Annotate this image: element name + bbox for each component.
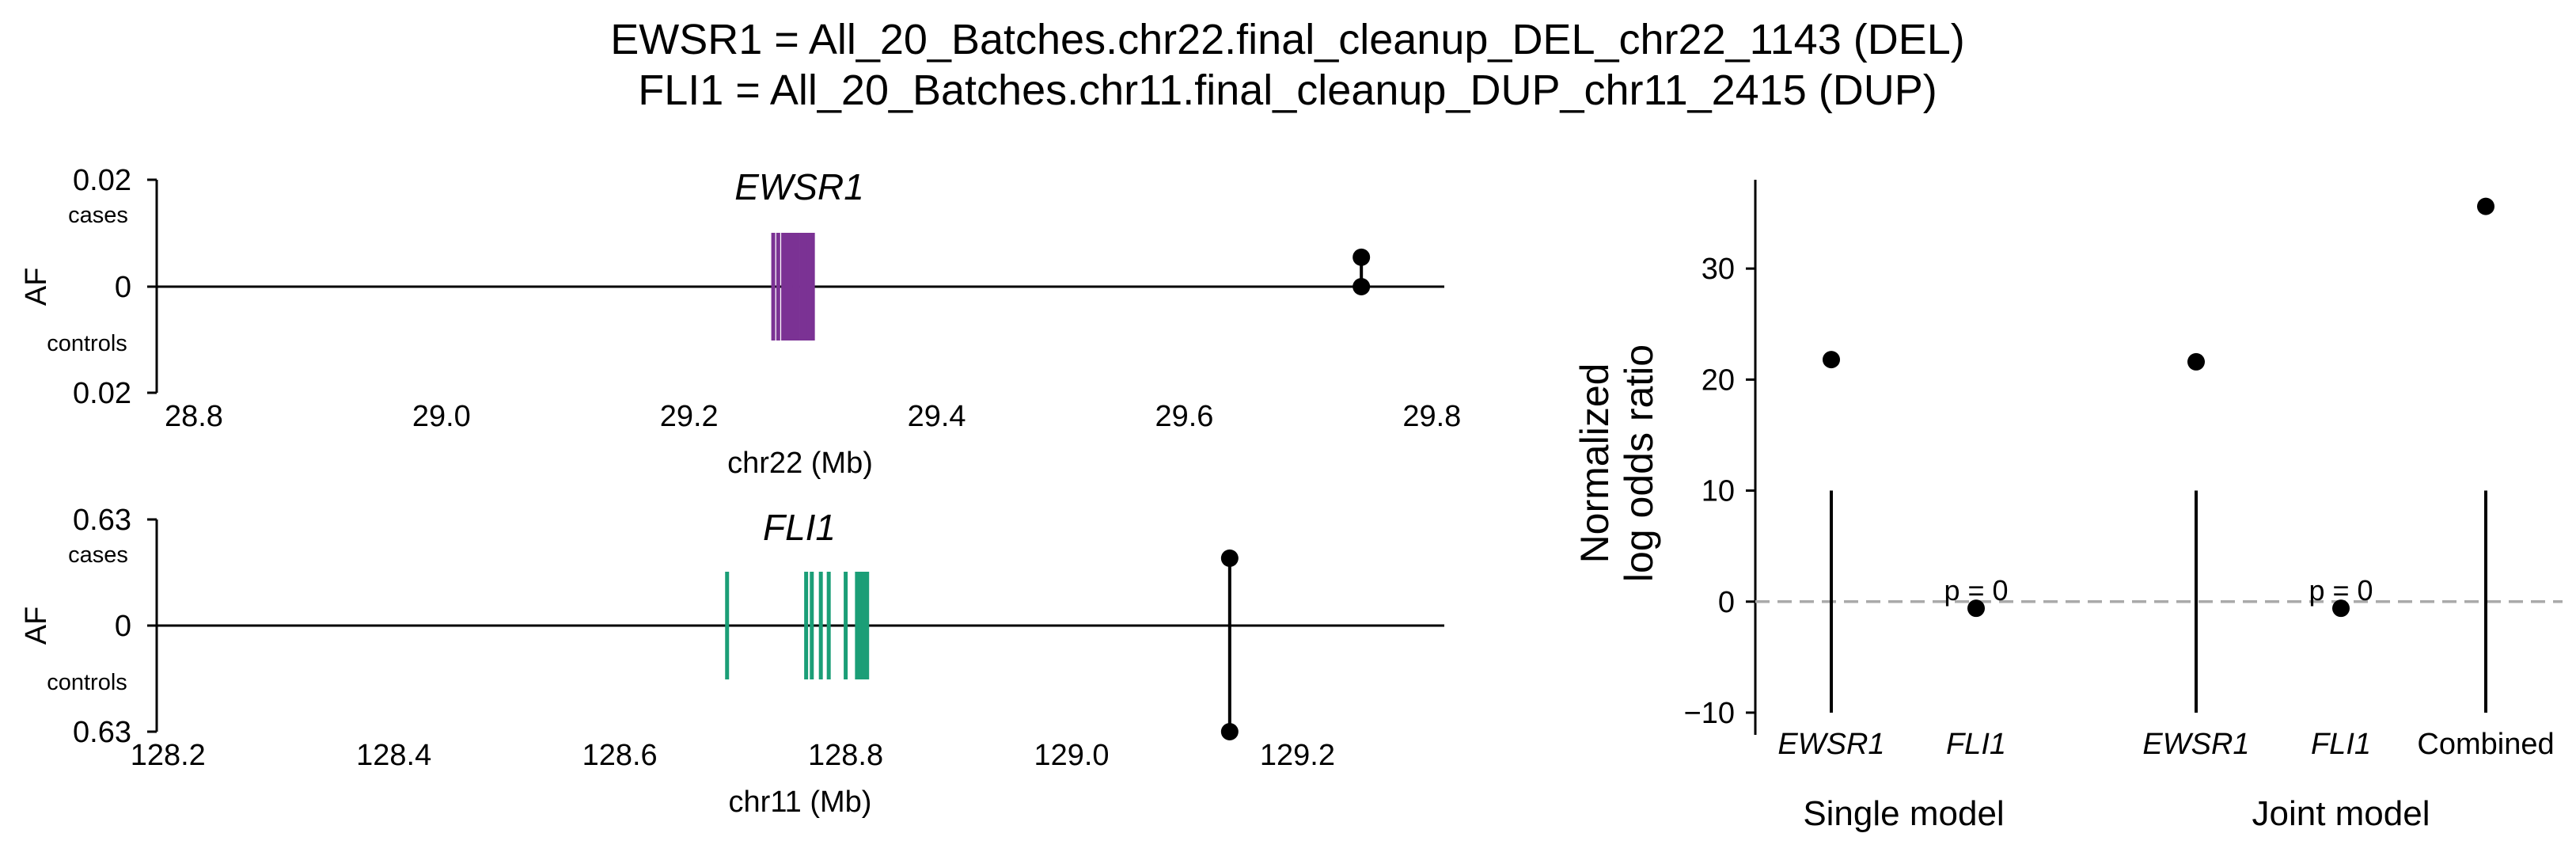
fli1-y-tick-label-top: 0.63: [73, 504, 131, 537]
scatter-y-tick-label: −10: [1684, 697, 1735, 730]
fli1-y-axis-label: AF: [20, 607, 53, 645]
figure-title-line1: EWSR1 = All_20_Batches.chr22.final_clean…: [610, 16, 1965, 63]
ewsr1-exon: [771, 233, 776, 340]
ewsr1-x-axis-label: chr22 (Mb): [727, 447, 873, 480]
scatter-y-tick-label: 30: [1702, 253, 1735, 286]
ewsr1-y-axis-label: AF: [20, 268, 53, 306]
ewsr1-x-tick-label: 28.8: [165, 400, 223, 433]
scatter-category-label: EWSR1: [1777, 728, 1884, 761]
fli1-x-tick-label: 128.2: [131, 739, 206, 772]
scatter-point: [1967, 599, 1985, 618]
fli1-gene-title: FLI1: [763, 507, 836, 548]
scatter-group-labels: Single model Joint model: [1803, 794, 2430, 833]
figure-title-line2: FLI1 = All_20_Batches.chr11.final_cleanu…: [638, 67, 1937, 114]
scatter-y-tick-label: 20: [1702, 363, 1735, 397]
scatter-category-label: FLI1: [1946, 728, 2006, 761]
ewsr1-y-tick-label-top: 0.02: [73, 164, 131, 197]
fli1-exon: [818, 572, 823, 679]
fli1-exon: [865, 572, 870, 679]
fli1-x-axis-label: chr11 (Mb): [729, 786, 872, 819]
ewsr1-exon: [803, 233, 808, 340]
fli1-x-tick-label: 128.6: [582, 739, 658, 772]
scatter-y-label-line1: Normalized: [1573, 363, 1617, 564]
ewsr1-variant-lollipop: [1352, 248, 1371, 295]
fli1-x-tick-label: 129.0: [1034, 739, 1109, 772]
fli1-x-tick-label: 128.4: [356, 739, 431, 772]
ewsr1-x-axis-ticks: 28.8 29.0 29.2 29.4 29.6 29.8: [165, 400, 1461, 433]
scatter-y-label-line2: log odds ratio: [1617, 344, 1661, 582]
ewsr1-x-tick-label: 29.6: [1155, 400, 1213, 433]
ewsr1-exon: [799, 233, 804, 340]
scatter-point: [2477, 197, 2494, 215]
p-value-annotation: p = 0: [1944, 574, 2008, 607]
ewsr1-exon: [792, 233, 797, 340]
ewsr1-y-tick-label-bottom: 0.02: [73, 377, 131, 410]
ewsr1-controls-label: controls: [47, 331, 127, 356]
fli1-exon: [844, 572, 848, 679]
scatter-point: [2187, 352, 2205, 371]
scatter-group-label: Joint model: [2252, 794, 2430, 833]
scatter-category-labels: EWSR1 FLI1 EWSR1 FLI1 Combined: [1777, 728, 2554, 761]
fli1-exon: [810, 572, 814, 679]
fli1-y-tick-label-mid: 0: [115, 610, 131, 643]
scatter-group-label: Single model: [1803, 794, 2004, 833]
scatter-y-tick-label: 0: [1718, 586, 1735, 619]
scatter-point: [2332, 599, 2350, 618]
fli1-locus-panel: FLI1 0.63 0 0.63 cases controls AF 128.2…: [20, 504, 1444, 819]
ewsr1-locus-panel: EWSR1 0.02 0 0.02 cases controls AF 28.8…: [20, 164, 1461, 480]
p-value-annotation: p = 0: [2309, 574, 2373, 607]
ewsr1-exon: [788, 233, 793, 340]
ewsr1-variant-control-point: [1352, 278, 1371, 295]
fli1-variant-case-point: [1220, 549, 1239, 567]
ewsr1-cases-label: cases: [68, 203, 128, 228]
scatter-category-label: EWSR1: [2142, 728, 2249, 761]
scatter-y-tick-label: 10: [1702, 475, 1735, 508]
scatter-marks: p = 0 p = 0: [1823, 197, 2494, 713]
fli1-exon: [855, 572, 859, 679]
fli1-y-tick-label-bottom: 0.63: [73, 716, 131, 749]
scatter-category-label: Combined: [2417, 728, 2554, 761]
ewsr1-exon: [781, 233, 786, 340]
scatter-y-axis-ticks: −10 0 10 20 30: [1684, 253, 1755, 730]
scatter-point: [1823, 351, 1840, 369]
fli1-exon: [804, 572, 809, 679]
ewsr1-x-tick-label: 29.4: [908, 400, 966, 433]
fli1-exon: [861, 572, 866, 679]
ewsr1-exon-group: [771, 233, 815, 340]
ewsr1-exon: [806, 233, 811, 340]
ewsr1-exon: [810, 233, 815, 340]
ewsr1-variant-case-point: [1352, 248, 1371, 266]
fli1-cases-label: cases: [68, 542, 128, 568]
ewsr1-exon: [784, 233, 789, 340]
ewsr1-exon: [795, 233, 800, 340]
fli1-variant-lollipop: [1220, 549, 1239, 740]
fli1-exon: [826, 572, 831, 679]
ewsr1-x-tick-label: 29.0: [412, 400, 471, 433]
log-odds-scatter-panel: Normalized log odds ratio −10 0 10 20 30 p =…: [1573, 180, 2563, 833]
fli1-exon-group: [725, 572, 870, 679]
fli1-controls-label: controls: [47, 670, 127, 695]
fli1-x-axis-ticks: 128.2 128.4 128.6 128.8 129.0 129.2: [131, 739, 1335, 772]
ewsr1-x-tick-label: 29.8: [1402, 400, 1461, 433]
fli1-variant-control-point: [1220, 723, 1239, 740]
fli1-exon: [858, 572, 863, 679]
scatter-category-label: FLI1: [2311, 728, 2371, 761]
ewsr1-gene-title: EWSR1: [734, 166, 864, 207]
fli1-x-tick-label: 128.8: [808, 739, 883, 772]
fli1-x-tick-label: 129.2: [1260, 739, 1335, 772]
fli1-exon: [725, 572, 730, 679]
ewsr1-y-tick-label-mid: 0: [115, 271, 131, 304]
ewsr1-exon: [776, 233, 780, 340]
ewsr1-x-tick-label: 29.2: [660, 400, 719, 433]
